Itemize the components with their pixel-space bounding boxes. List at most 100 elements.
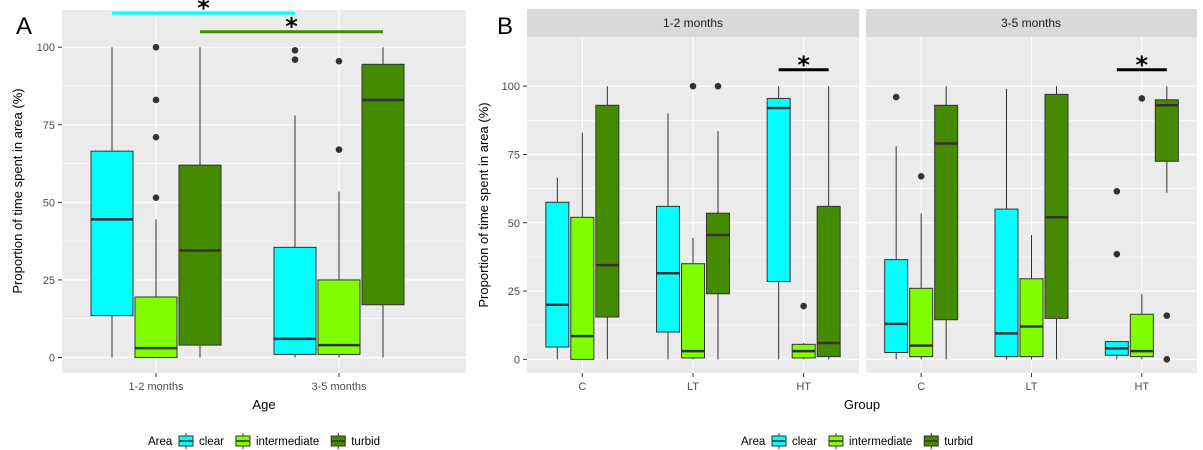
outlier-point xyxy=(1113,250,1121,258)
box-body xyxy=(994,208,1019,358)
panel-a-significance-star: * xyxy=(285,13,298,41)
facet-3-5-box-HT-clear xyxy=(1104,188,1129,360)
facet-3-5-box-LT-clear xyxy=(994,88,1019,360)
facet-3-5-strip xyxy=(866,9,1197,37)
outlier-point xyxy=(152,133,160,141)
facet-3-5-x-tick-label: LT xyxy=(1025,381,1037,393)
facet-1-2-x-tick-label: HT xyxy=(796,381,811,393)
legend-title: Area xyxy=(741,436,766,448)
box-body xyxy=(681,263,705,359)
facet-1-2-box-C-clear xyxy=(545,177,570,360)
facet-1-2-box-LT-intermediate xyxy=(681,82,705,360)
outlier-point xyxy=(800,302,807,310)
outlier-point xyxy=(714,82,722,90)
box-body xyxy=(90,150,134,317)
panel-a-box-1-2months-intermediate xyxy=(134,43,178,358)
panel-a-significance-star: * xyxy=(197,0,210,22)
panel-b-y-axis-title: Proportion of time spent in area (%) xyxy=(476,102,491,307)
facet-3-5-plot: C LT HT * xyxy=(866,37,1197,393)
panel-a-y-tick-label: 25 xyxy=(43,275,55,287)
panel-b-letter: B xyxy=(497,13,513,40)
facet-3-5-box-HT-turbid xyxy=(1154,86,1179,363)
outlier-point xyxy=(152,96,160,104)
box-body xyxy=(656,205,680,333)
facet-3-5-x-tick-label: HT xyxy=(1134,381,1149,393)
facet-1-2-box-HT-turbid xyxy=(816,86,841,360)
legend-key-turbid xyxy=(923,433,939,449)
outlier-point xyxy=(291,56,299,63)
legend-label-turbid: turbid xyxy=(351,436,380,448)
panel-a-legend: Area clear intermediate turbid xyxy=(148,433,380,449)
panel-b-x-axis-title: Group xyxy=(844,397,880,412)
panel-a-y-tick-label: 75 xyxy=(43,120,55,132)
legend-label-turbid: turbid xyxy=(944,436,973,448)
box-body xyxy=(361,63,405,306)
panel-a-plot: 0 25 50 75 100 1-2 months 3-5 months * * xyxy=(37,0,466,393)
outlier-point xyxy=(152,43,160,51)
outlier-point xyxy=(1113,188,1121,195)
facet-1-2-box-LT-turbid xyxy=(706,82,730,360)
facet-1-2-y-tick-label: 75 xyxy=(508,149,520,161)
legend-label-intermediate: intermediate xyxy=(849,436,912,448)
outlier-point xyxy=(892,93,900,101)
panel-a-box-3-5months-clear xyxy=(273,47,317,358)
panel-a-box-1-2months-clear xyxy=(90,47,134,358)
box-body xyxy=(545,201,570,348)
box-body xyxy=(1019,278,1044,358)
panel-b-legend: Area clear intermediate turbid xyxy=(741,433,973,449)
outlier-point xyxy=(335,57,343,65)
box-body xyxy=(1154,99,1179,162)
panel-a-x-axis-title: Age xyxy=(252,397,275,412)
box-body xyxy=(706,212,730,295)
box-body xyxy=(766,97,791,282)
box-body xyxy=(317,279,361,355)
facet-1-2-strip-label: 1-2 months xyxy=(663,16,723,30)
facet-1-2-box-C-intermediate xyxy=(570,132,595,360)
panel-a-box-3-5months-intermediate xyxy=(317,57,361,358)
facet-3-5-box-LT-intermediate xyxy=(1019,235,1044,360)
panel-a-y-axis-title: Proportion of time spent in area (%) xyxy=(10,88,25,293)
facet-1-2-y-tick-label: 100 xyxy=(502,81,520,93)
legend-key-clear xyxy=(771,433,787,449)
facet-3-5-box-HT-intermediate xyxy=(1129,95,1154,360)
panel-a-box-1-2months-turbid xyxy=(178,47,222,358)
outlier-point xyxy=(152,194,160,202)
outlier-point xyxy=(1138,95,1146,102)
facet-3-5-box-C-clear xyxy=(884,93,909,360)
facet-1-2-box-C-turbid xyxy=(595,86,620,360)
panel-a-y-tick-label: 100 xyxy=(37,42,55,54)
facet-1-2-y-tick-label: 0 xyxy=(514,354,520,366)
outlier-point xyxy=(917,173,925,180)
outlier-point xyxy=(335,146,343,153)
box-body xyxy=(909,287,934,358)
facet-1-2-strip xyxy=(527,9,859,37)
facet-1-2-box-HT-intermediate xyxy=(791,302,816,360)
outlier-point xyxy=(1163,356,1171,363)
box-body xyxy=(273,246,317,355)
outlier-point xyxy=(291,47,299,54)
facet-1-2-y-tick-label: 25 xyxy=(508,286,520,298)
facet-3-5-box-C-turbid xyxy=(934,86,959,360)
box-body xyxy=(816,205,841,358)
panel-a-x-tick-label: 1-2 months xyxy=(128,381,184,393)
box-body xyxy=(178,164,222,346)
panel-a-y-tick-label: 0 xyxy=(49,352,55,364)
legend-label-clear: clear xyxy=(792,436,817,448)
box-body xyxy=(570,216,595,360)
legend-label-intermediate: intermediate xyxy=(256,436,319,448)
legend-key-intermediate xyxy=(828,433,844,449)
legend-key-turbid xyxy=(330,433,346,449)
box-body xyxy=(595,104,620,318)
box-body xyxy=(934,104,959,321)
facet-1-2-y-tick-label: 50 xyxy=(508,218,520,230)
facet-1-2-box-HT-clear xyxy=(766,86,791,360)
facet-3-5-significance-star: * xyxy=(1136,51,1149,79)
box-body xyxy=(1129,313,1154,358)
box-body xyxy=(1044,93,1069,319)
legend-label-clear: clear xyxy=(199,436,224,448)
facet-3-5-strip-label: 3-5 months xyxy=(1001,16,1061,30)
panel-a-letter: A xyxy=(16,13,32,40)
facet-1-2-plot: 0 25 50 75 100 C LT HT * xyxy=(502,37,859,393)
facet-1-2-x-tick-label: LT xyxy=(687,381,699,393)
